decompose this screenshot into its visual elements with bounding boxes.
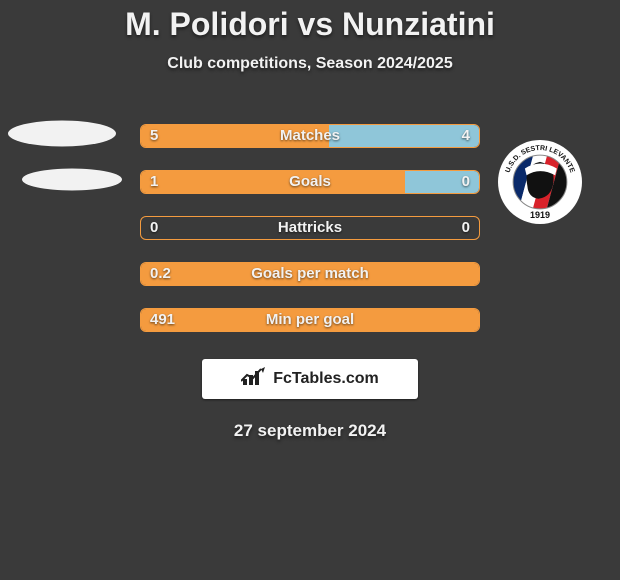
metric-label: Goals per match — [140, 262, 480, 286]
brand-text: FcTables.com — [273, 370, 379, 388]
metric-label: Min per goal — [140, 308, 480, 332]
left-club-ellipse — [22, 169, 122, 196]
date-caption: 27 september 2024 — [0, 421, 620, 441]
left-club-ellipse — [8, 121, 116, 152]
svg-text:1919: 1919 — [530, 210, 550, 220]
comparison-row: 491Min per goal — [0, 297, 620, 343]
brand-box: FcTables.com — [202, 359, 418, 399]
page-title: M. Polidori vs Nunziatini — [0, 0, 620, 43]
comparison-row: 0.2Goals per match — [0, 251, 620, 297]
metric-label: Hattricks — [140, 216, 480, 240]
subtitle: Club competitions, Season 2024/2025 — [0, 55, 620, 73]
brand-chart-icon — [241, 367, 267, 392]
right-club-badge: U.S.D. SESTRI LEVANTE 1919 — [498, 140, 582, 224]
metric-label: Goals — [140, 170, 480, 194]
metric-label: Matches — [140, 124, 480, 148]
comparison-card: M. Polidori vs Nunziatini Club competiti… — [0, 0, 620, 580]
